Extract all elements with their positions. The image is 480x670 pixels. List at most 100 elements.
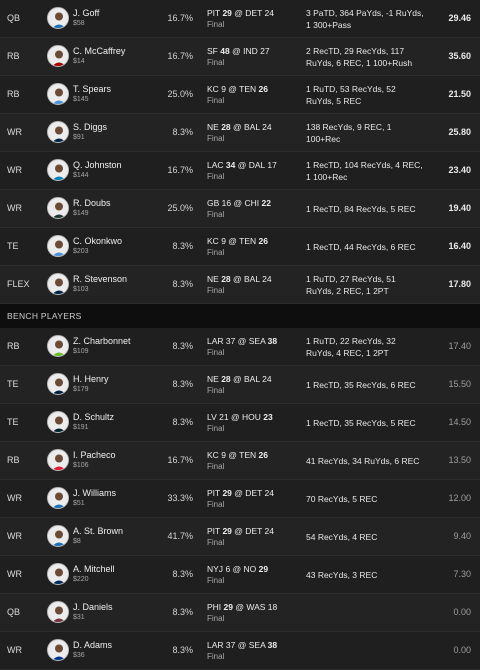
player-headshot-icon [47,449,69,471]
player-row[interactable]: WR A. Mitchell $220 8.3% NYJ 6 @ NO 29 Final 4… [0,556,480,594]
player-name[interactable]: R. Stevenson [73,274,128,284]
player-headshot-icon [47,197,69,219]
game-status: Final [207,58,225,67]
player-headshot-icon [47,563,69,585]
player-name[interactable]: Q. Johnston [73,160,122,170]
position-label: TE [7,417,19,427]
player-name[interactable]: J. Williams [73,488,116,498]
player-name[interactable]: D. Adams [73,640,113,650]
ownership-percent: 16.7% [167,455,193,465]
player-row[interactable]: WR S. Diggs $91 8.3% NE 28 @ BAL 24 Final 138 … [0,114,480,152]
position-label: WR [7,165,22,175]
game-status: Final [207,462,225,471]
game-score: PIT 29 @ DET 24 [207,526,274,536]
player-name[interactable]: J. Daniels [73,602,113,612]
position-label: QB [7,13,21,23]
player-name[interactable]: S. Diggs [73,122,108,132]
home-team: BAL [244,374,260,384]
position-label: RB [7,89,20,99]
player-headshot-icon [47,121,69,143]
player-name[interactable]: A. St. Brown [73,526,124,536]
game-score: NE 28 @ BAL 24 [207,274,272,284]
home-score: 24 [262,374,272,384]
player-row[interactable]: WR A. St. Brown $8 41.7% PIT 29 @ DET 24 Fina… [0,518,480,556]
home-score: 24 [264,8,274,18]
away-score: 16 [221,198,232,208]
position-label: WR [7,493,22,503]
player-row[interactable]: TE C. Okonkwo $203 8.3% KC 9 @ TEN 26 Final 1 … [0,228,480,266]
fantasy-points: 19.40 [448,203,471,213]
player-name[interactable]: C. McCaffrey [73,46,126,56]
player-headshot-icon [47,83,69,105]
position-label: FLEX [7,279,30,289]
game-status: Final [207,348,225,357]
position-label: RB [7,51,20,61]
player-name[interactable]: T. Spears [73,84,112,94]
home-score: 24 [264,526,274,536]
player-name[interactable]: J. Goff [73,8,100,18]
player-headshot-icon [47,639,69,661]
player-row[interactable]: RB Z. Charbonnet $109 8.3% LAR 37 @ SEA 38 Fi… [0,328,480,366]
player-name[interactable]: C. Okonkwo [73,236,123,246]
home-team: TEN [239,236,257,246]
away-team: LAC [207,160,224,170]
position-label: RB [7,455,20,465]
away-team: PIT [207,8,221,18]
away-score: 34 [225,160,236,170]
player-row[interactable]: RB I. Pacheco $106 16.7% KC 9 @ TEN 26 Final 4… [0,442,480,480]
player-name[interactable]: R. Doubs [73,198,111,208]
game-score: KC 9 @ TEN 26 [207,84,268,94]
player-row[interactable]: WR D. Adams $36 8.3% LAR 37 @ SEA 38 Final 0.0… [0,632,480,670]
player-row[interactable]: RB T. Spears $145 25.0% KC 9 @ TEN 26 Final 1 … [0,76,480,114]
player-headshot-icon [47,411,69,433]
game-status: Final [207,20,225,29]
player-row[interactable]: TE D. Schultz $191 8.3% LV 21 @ HOU 23 Final 1… [0,404,480,442]
away-score: 28 [221,274,231,284]
fantasy-points: 23.40 [448,165,471,175]
away-score: 9 [221,450,226,460]
player-name[interactable]: D. Schultz [73,412,115,422]
home-score: 26 [258,450,268,460]
position-label: QB [7,607,21,617]
stat-line: 70 RecYds, 5 REC [306,494,378,504]
stat-line: 3 PaTD, 364 PaYds, -1 RuYds, 1 300+Pass [306,8,424,30]
away-team: LAR [207,640,224,650]
fantasy-points: 12.00 [448,493,471,503]
game-status: Final [207,614,225,623]
player-row[interactable]: FLEX R. Stevenson $103 8.3% NE 28 @ BAL 24 Fi… [0,266,480,304]
player-name[interactable]: Z. Charbonnet [73,336,131,346]
stat-line: 1 RecTD, 44 RecYds, 6 REC [306,242,416,252]
away-team: KC [207,84,219,94]
player-row[interactable]: QB J. Daniels $31 8.3% PHI 29 @ WAS 18 Final 0… [0,594,480,632]
player-row[interactable]: RB C. McCaffrey $14 16.7% SF 48 @ IND 27 Fina… [0,38,480,76]
player-row[interactable]: QB J. Goff $58 16.7% PIT 29 @ DET 24 Final 3 P… [0,0,480,38]
ownership-percent: 25.0% [167,203,193,213]
player-name[interactable]: A. Mitchell [73,564,115,574]
game-score: SF 48 @ IND 27 [207,46,270,56]
fantasy-points: 17.80 [448,279,471,289]
away-score: 28 [221,122,231,132]
home-score: 17 [267,160,277,170]
player-name[interactable]: H. Henry [73,374,109,384]
bench-header: BENCH PLAYERS [0,304,480,328]
player-row[interactable]: WR Q. Johnston $144 16.7% LAC 34 @ DAL 17 Fin… [0,152,480,190]
player-salary: $179 [73,386,89,393]
fantasy-points: 7.30 [453,569,471,579]
ownership-percent: 8.3% [172,645,193,655]
game-score: KC 9 @ TEN 26 [207,450,268,460]
player-row[interactable]: WR J. Williams $51 33.3% PIT 29 @ DET 24 Fina… [0,480,480,518]
position-label: TE [7,379,19,389]
fantasy-points: 21.50 [448,89,471,99]
player-headshot-icon [47,273,69,295]
game-status: Final [207,424,225,433]
player-name[interactable]: I. Pacheco [73,450,116,460]
fantasy-points: 0.00 [453,607,471,617]
player-row[interactable]: TE H. Henry $179 8.3% NE 28 @ BAL 24 Final 1 R… [0,366,480,404]
home-score: 29 [258,564,269,574]
away-score: 29 [222,526,232,536]
player-salary: $58 [73,20,85,27]
player-salary: $91 [73,134,85,141]
player-row[interactable]: WR R. Doubs $149 25.0% GB 16 @ CHI 22 Final 1 … [0,190,480,228]
away-team: NE [207,374,219,384]
